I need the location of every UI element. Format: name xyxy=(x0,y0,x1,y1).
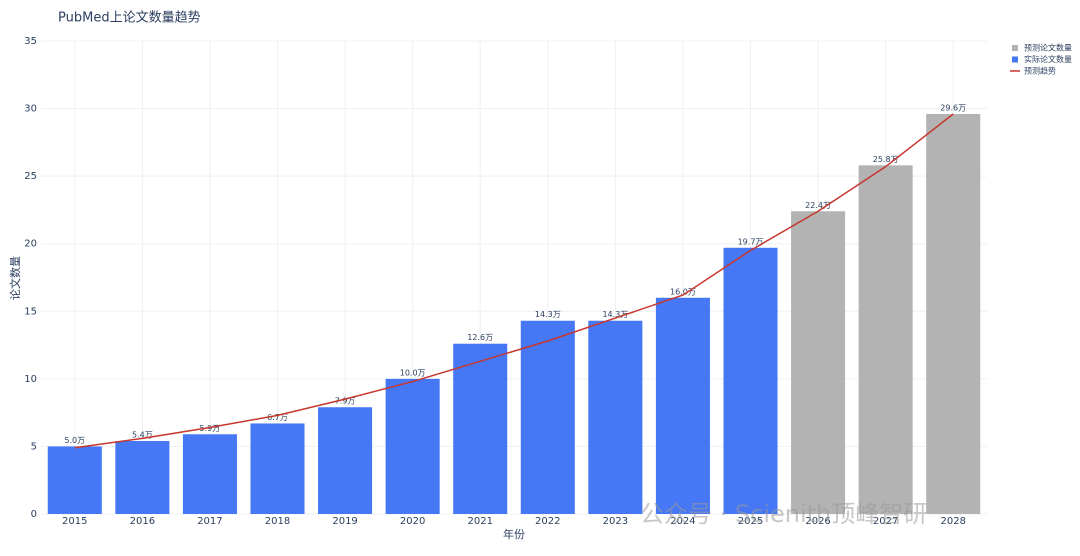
value-label: 10.0万 xyxy=(400,368,426,377)
value-label: 5.4万 xyxy=(132,431,153,440)
bar xyxy=(182,434,237,514)
value-label: 6.7万 xyxy=(267,413,288,422)
y-axis-label: 论文数量 xyxy=(8,256,22,300)
trend-line xyxy=(74,113,954,449)
value-label: 12.6万 xyxy=(467,333,493,342)
bar xyxy=(723,247,778,515)
x-tick-label: 2018 xyxy=(265,516,290,527)
bar xyxy=(926,113,981,514)
bar xyxy=(250,423,305,514)
legend-swatch xyxy=(1012,45,1018,51)
y-tick-label: 35 xyxy=(24,36,37,47)
x-tick-label: 2023 xyxy=(603,516,628,527)
y-tick-label: 15 xyxy=(24,306,37,317)
x-tick-label: 2020 xyxy=(400,516,425,527)
x-tick-label: 2027 xyxy=(873,516,898,527)
watermark: 公众号 · Scienith顶峰智研 xyxy=(640,500,927,528)
x-tick-label: 2026 xyxy=(805,516,830,527)
value-label: 22.4万 xyxy=(805,201,831,210)
value-label: 14.3万 xyxy=(602,310,628,319)
x-tick-label: 2024 xyxy=(670,516,695,527)
value-label: 16.0万 xyxy=(670,287,696,296)
y-tick-label: 5 xyxy=(31,441,37,452)
x-tick-label: 2016 xyxy=(130,516,155,527)
x-tick-label: 2025 xyxy=(738,516,763,527)
y-tick-label: 30 xyxy=(24,104,37,115)
legend-label: 预测趋势 xyxy=(1024,66,1056,76)
value-label: 25.8万 xyxy=(873,155,899,164)
bar xyxy=(385,378,440,514)
value-label: 14.3万 xyxy=(535,310,561,319)
x-tick-label: 2022 xyxy=(535,516,560,527)
bar xyxy=(655,297,710,514)
x-tick-label: 2017 xyxy=(197,516,222,527)
bar xyxy=(47,446,102,514)
bar xyxy=(858,165,913,514)
legend-swatch xyxy=(1012,56,1018,63)
value-label: 19.7万 xyxy=(738,237,764,246)
y-tick-label: 25 xyxy=(24,171,37,182)
chart-title: PubMed上论文数量趋势 xyxy=(58,10,201,26)
bar xyxy=(318,407,373,514)
legend-label: 预测论文数量 xyxy=(1024,43,1072,53)
x-tick-label: 2028 xyxy=(940,516,965,527)
value-label: 7.9万 xyxy=(335,397,356,406)
bar xyxy=(791,211,846,514)
value-label: 5.0万 xyxy=(64,436,85,445)
legend-label: 实际论文数量 xyxy=(1024,54,1072,64)
y-tick-label: 20 xyxy=(24,239,37,250)
x-tick-label: 2015 xyxy=(62,516,87,527)
bar xyxy=(520,320,575,514)
bar xyxy=(588,320,643,514)
x-tick-label: 2021 xyxy=(467,516,492,527)
value-label: 29.6万 xyxy=(940,103,966,112)
bar xyxy=(453,343,508,514)
y-tick-label: 0 xyxy=(31,509,37,520)
x-axis-label: 年份 xyxy=(503,527,525,541)
bar xyxy=(115,441,170,514)
x-tick-label: 2019 xyxy=(332,516,357,527)
y-tick-label: 10 xyxy=(24,374,37,385)
